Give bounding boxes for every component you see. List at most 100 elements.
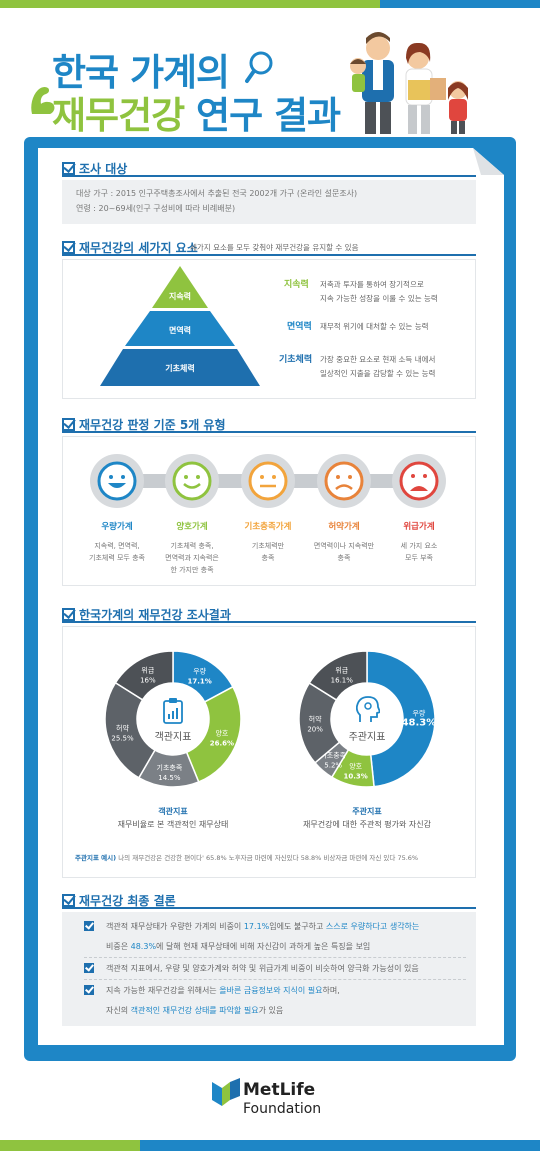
very-sad-face-icon <box>392 454 446 508</box>
donut-category-label: 기초충족 <box>157 763 183 772</box>
conclusion-box <box>62 912 476 1026</box>
conclusion-1-line1: 객관적 재무상태가 우량한 가계의 비중이 17.1%임에도 불구하고 스스로 … <box>106 922 420 931</box>
donut-category-label: 위급 <box>141 666 154 674</box>
conclusion-2: 객관적 지표에서, 우량 및 양호가계와 허약 및 위급가계 비중이 비슷하여 … <box>106 964 419 973</box>
conclusion-3-line2: 자신의 객관적인 재무건강 상태를 파악할 필요가 있음 <box>106 1006 284 1015</box>
donut-value-label: 25.5% <box>111 734 134 742</box>
objective-center-label: 객관지표 <box>154 732 192 743</box>
donut-slice-critical <box>308 650 368 701</box>
elements-subtitle: 세가지 요소를 모두 갖춰야 재무건강을 유지할 수 있음 <box>190 243 359 252</box>
factor-sustainability: 지속력 <box>284 280 309 290</box>
type-label-excellent: 우량가계 <box>101 522 133 532</box>
section-divider <box>62 907 476 909</box>
donut-category-label: 기초충족 <box>320 751 346 760</box>
happy-face-icon <box>165 454 219 508</box>
neutral-face-icon <box>241 454 295 508</box>
flexed-arm-icon <box>31 86 55 114</box>
section-divider <box>62 431 476 433</box>
page-title-line2: 재무건강 연구 결과 <box>52 94 341 137</box>
factor-immunity: 면역력 <box>287 322 312 332</box>
pyramid-label-top: 지속력 <box>168 292 192 301</box>
logo-subtitle: Foundation <box>243 1101 322 1117</box>
section-divider <box>62 254 476 256</box>
type-label-weak: 허약가계 <box>328 522 360 532</box>
divider <box>84 957 466 958</box>
type-desc-good: 기초체력 충족, 면역력과 지속력은 한 가지만 충족 <box>165 542 219 574</box>
donut-category-label: 우량 <box>193 667 206 675</box>
factor-basic: 기초체력 <box>279 355 313 365</box>
donut-category-label: 양호 <box>349 763 362 771</box>
donut-category-label: 우량 <box>412 709 425 717</box>
conclusion-3-line1: 지속 가능한 재무건강을 위해서는 올바른 금융정보와 지식이 필요하며, <box>106 986 340 995</box>
donut-value-label: 26.6% <box>210 740 234 748</box>
elements-box <box>62 259 476 399</box>
type-desc-excellent: 지속력, 면역력, 기초체력 모두 충족 <box>89 542 145 562</box>
results-box <box>62 626 476 878</box>
donut-category-label: 허약 <box>116 723 129 732</box>
type-label-critical: 위급가계 <box>403 522 435 532</box>
survey-target-text: 대상 가구 : 2015 인구주택총조사에서 추출된 전국 2002개 가구 (… <box>76 189 358 198</box>
factor-immunity-desc: 재무적 위기에 대처할 수 있는 능력 <box>320 322 429 331</box>
family-illustration <box>350 32 468 134</box>
pyramid-label-bottom: 기초체력 <box>165 364 195 373</box>
metlife-logo-icon <box>212 1078 240 1106</box>
check-icon <box>84 985 94 995</box>
donut-value-label: 17.1% <box>188 677 212 685</box>
subjective-chart-caption: 주관지표 재무건강에 대한 주관적 평가와 자신감 <box>303 807 431 829</box>
pyramid-tier-middle <box>125 311 235 346</box>
page-fold <box>473 148 504 175</box>
clipboard-chart-icon <box>163 698 183 724</box>
type-label-basic: 기초충족가계 <box>244 522 292 532</box>
donut-hole <box>333 685 401 753</box>
page-title-line1: 한국 가계의 <box>52 51 230 94</box>
very-happy-face-icon <box>90 454 144 508</box>
donut-value-label: 14.5% <box>158 774 181 782</box>
donut-slice-excellent <box>366 650 436 788</box>
section-conclusion-heading: 재무건강 최종 결론 <box>62 892 176 909</box>
top-stripe <box>0 0 540 8</box>
type-desc-critical: 세 가지 요소 모두 부족 <box>400 542 438 562</box>
pyramid-diagram <box>100 266 260 386</box>
conclusion-1-line2: 비중은 48.3%에 달해 현재 재무상태에 비해 자신감이 과하게 높은 특징… <box>106 942 371 951</box>
section-survey-heading: 조사 대상 <box>62 160 127 177</box>
types-faces <box>90 454 446 508</box>
type-desc-basic: 기초체력만 충족 <box>251 542 285 562</box>
content-paper <box>38 148 504 1045</box>
factor-basic-desc: 가장 중요한 요소로 현재 소득 내에서 일상적인 지출을 감당할 수 있는 능… <box>320 355 436 378</box>
divider <box>84 979 466 980</box>
donut-category-label: 양호 <box>215 730 228 738</box>
head-thinking-icon <box>356 696 380 722</box>
pyramid-label-middle: 면역력 <box>168 326 192 335</box>
logo-name: MetLife <box>243 1080 316 1100</box>
donut-category-label: 허약 <box>309 715 322 724</box>
donut-value-label: 48.3% <box>402 717 437 728</box>
type-desc-weak: 면역력이나 지속력만 충족 <box>313 542 375 562</box>
section-elements-heading: 재무건강의 세가지 요소 <box>62 239 198 256</box>
subjective-center-label: 주관지표 <box>348 732 386 743</box>
check-icon <box>84 921 94 931</box>
subjective-example-text: 주관지표 예시) 나의 재무건강은 건강한 편이다' 65.8% 노후자금 마련… <box>75 854 419 862</box>
donut-value-label: 16.1% <box>331 677 354 685</box>
types-box <box>62 436 476 586</box>
objective-chart-caption: 객관지표 재무비율로 본 객관적인 재무상태 <box>117 807 229 829</box>
section-divider <box>62 175 476 177</box>
magnifier-icon <box>245 51 273 83</box>
check-icon <box>84 963 94 973</box>
donut-value-label: 20% <box>307 726 323 734</box>
sad-face-icon <box>317 454 371 508</box>
donut-value-label: 10.3% <box>343 773 367 781</box>
section-divider <box>62 621 476 623</box>
donut-slice-critical <box>114 650 174 701</box>
factor-sustainability-desc: 저축과 투자를 통하여 장기적으로 지속 가능한 성장을 이룰 수 있는 능력 <box>320 280 438 303</box>
bottom-stripe <box>0 1140 540 1151</box>
section-types-heading: 재무건강 판정 기준 5개 유형 <box>62 416 226 433</box>
objective-donut-chart: 우량 17.1% 양호 26.6% 기초충족 14.5% 허약 25.5% 위급 16% <box>104 650 242 788</box>
donut-value-label: 5.2% <box>324 762 342 770</box>
type-label-good: 양호가계 <box>176 522 208 532</box>
pyramid-tier-top <box>152 266 208 308</box>
section-results-heading: 한국가계의 재무건강 조사결과 <box>62 606 231 623</box>
survey-age-text: 연령 : 20~69세(인구 구성비에 따라 비례배분) <box>76 204 236 213</box>
survey-box: 대상 가구 : 2015 인구주택총조사에서 추출된 전국 2002개 가구 (… <box>62 180 476 224</box>
donut-category-label: 위급 <box>335 667 348 675</box>
